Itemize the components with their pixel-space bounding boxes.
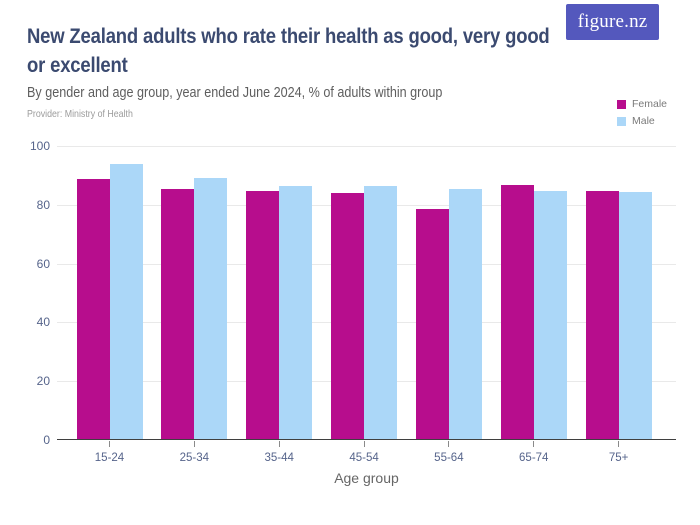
y-tick-label-0: 0	[43, 433, 50, 447]
x-tick-15-24	[109, 441, 110, 447]
male-swatch-icon	[617, 116, 626, 126]
y-tick-label-100: 100	[29, 139, 50, 153]
bar-female-75+[interactable]	[585, 191, 619, 439]
provider-credit: Provider: Ministry of Health	[27, 108, 133, 120]
figurenz-logo-text: figure.nz	[577, 11, 648, 32]
bar-female-65-74[interactable]	[500, 185, 534, 439]
bar-female-15-24[interactable]	[76, 179, 110, 439]
figurenz-logo[interactable]: figure.nz	[566, 4, 659, 40]
x-tick-75+	[618, 441, 620, 447]
x-axis-title: Age group	[334, 470, 399, 486]
bar-male-45-54[interactable]	[364, 186, 398, 439]
x-tick-label-25-34: 25-34	[179, 452, 210, 464]
bar-female-35-44[interactable]	[246, 191, 280, 439]
y-tick-label-60: 60	[36, 256, 50, 271]
legend-item-male: Male	[617, 116, 667, 126]
bar-male-75+[interactable]	[618, 192, 652, 439]
bar-male-55-64[interactable]	[448, 188, 482, 439]
page-title: New Zealand adults who rate their health…	[27, 25, 550, 77]
x-tick-label-45-54: 45-54	[349, 452, 379, 464]
female-swatch-icon	[617, 99, 626, 109]
legend-label-female: Female	[632, 98, 668, 110]
bar-male-25-34[interactable]	[194, 178, 228, 439]
x-tick-55-64	[448, 441, 450, 447]
bar-female-45-54[interactable]	[331, 192, 365, 439]
y-tick-label-20: 20	[36, 374, 50, 389]
chart-legend: Female Male	[617, 99, 667, 133]
x-tick-label-65-74: 65-74	[519, 452, 549, 464]
y-tick-label-80: 80	[36, 197, 50, 212]
bar-female-25-34[interactable]	[161, 188, 195, 439]
bar-male-35-44[interactable]	[279, 186, 313, 439]
x-tick-65-74	[533, 441, 535, 447]
x-tick-45-54	[363, 441, 365, 447]
x-tick-25-34	[193, 441, 195, 447]
gridline-100	[57, 146, 676, 147]
legend-item-female: Female	[617, 99, 667, 109]
y-tick-label-40: 40	[36, 315, 50, 330]
bar-female-55-64[interactable]	[415, 209, 449, 439]
bar-male-15-24[interactable]	[109, 163, 143, 439]
x-tick-label-35-44: 35-44	[264, 452, 294, 464]
x-tick-label-75+: 75+	[608, 452, 629, 464]
chart-subtitle: By gender and age group, year ended June…	[27, 84, 443, 101]
bar-male-65-74[interactable]	[533, 190, 567, 439]
x-tick-label-15-24: 15-24	[94, 452, 125, 464]
x-tick-35-44	[278, 441, 280, 447]
legend-label-male: Male	[632, 115, 655, 127]
x-tick-label-55-64: 55-64	[434, 452, 464, 464]
plot-area: 0 20 40 60 80 100 15-24 25-34 35-44 45-54 55-64 65-…	[30, 139, 676, 464]
